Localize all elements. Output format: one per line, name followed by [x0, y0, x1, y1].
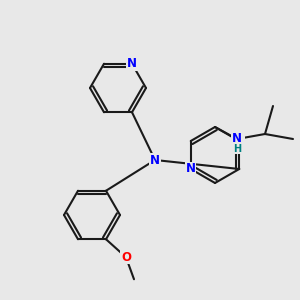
Text: N: N	[186, 163, 196, 176]
Text: N: N	[127, 57, 137, 70]
Text: H: H	[233, 144, 241, 154]
Text: N: N	[234, 134, 244, 148]
Text: O: O	[121, 251, 131, 264]
Text: N: N	[150, 154, 160, 166]
Text: N: N	[232, 133, 242, 146]
